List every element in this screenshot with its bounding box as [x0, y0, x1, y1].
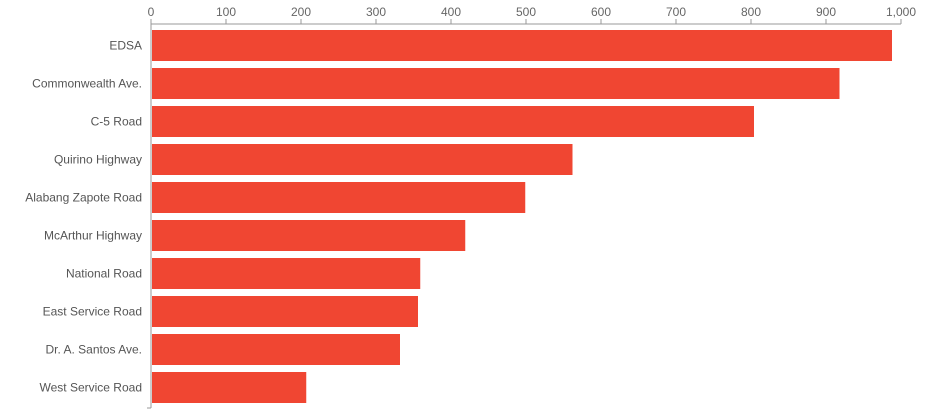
x-tick-label: 500 — [516, 5, 536, 19]
x-tick-label: 900 — [816, 5, 836, 19]
bar — [152, 334, 400, 365]
x-tick-label: 1,000 — [886, 5, 916, 19]
category-label: Alabang Zapote Road — [25, 191, 142, 205]
category-label: West Service Road — [40, 381, 143, 395]
bar — [152, 182, 526, 213]
x-tick-label: 100 — [216, 5, 236, 19]
bar — [152, 144, 573, 175]
category-label: EDSA — [109, 39, 142, 53]
bar — [152, 106, 754, 137]
x-axis: 0 100 200 300 400 500 600 700 800 900 1,000 — [147, 5, 916, 409]
x-tick-label: 800 — [741, 5, 761, 19]
category-label: McArthur Highway — [44, 229, 142, 243]
bar — [152, 258, 421, 289]
bars — [152, 30, 892, 403]
category-label: Quirino Highway — [54, 153, 142, 167]
x-tick-label: 700 — [666, 5, 686, 19]
x-tick-label: 300 — [366, 5, 386, 19]
bar — [152, 220, 466, 251]
category-label: Commonwealth Ave. — [32, 77, 142, 91]
category-labels: EDSA Commonwealth Ave. C-5 Road Quirino Hig… — [25, 39, 142, 395]
category-label: National Road — [66, 267, 142, 281]
category-label: East Service Road — [43, 305, 142, 319]
x-tick-label: 200 — [291, 5, 311, 19]
bar — [152, 296, 418, 327]
category-label: C-5 Road — [91, 115, 142, 129]
bar — [152, 68, 840, 99]
x-tick-label: 400 — [441, 5, 461, 19]
x-tick-label: 600 — [591, 5, 611, 19]
category-label: Dr. A. Santos Ave. — [45, 343, 142, 357]
bar — [152, 372, 307, 403]
x-tick-label: 0 — [148, 5, 155, 19]
bar — [152, 30, 892, 61]
